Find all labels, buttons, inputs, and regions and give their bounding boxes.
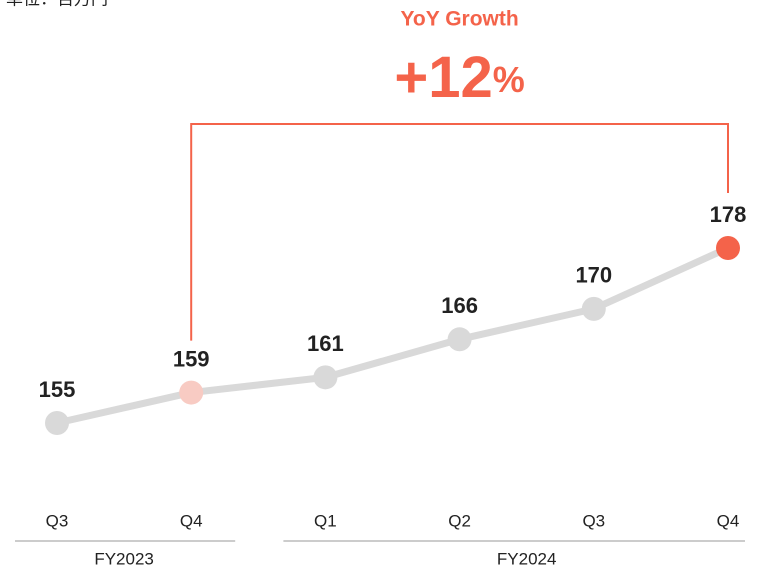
growth-number: +12	[394, 45, 492, 110]
group-label: FY2024	[497, 549, 557, 568]
data-label: 166	[441, 293, 478, 318]
line	[56, 244, 730, 427]
x-tick-label: Q2	[448, 511, 471, 530]
data-label: 170	[575, 263, 612, 288]
growth-value: +12%	[394, 45, 524, 110]
growth-title: YoY Growth	[400, 8, 518, 31]
point	[179, 380, 204, 405]
data-label: 178	[710, 202, 747, 227]
point	[581, 296, 606, 321]
x-tick-label: Q4	[180, 511, 203, 530]
growth-unit: %	[493, 59, 525, 100]
unit-note: 単位：百万円	[6, 0, 108, 8]
data-label: 155	[39, 377, 76, 402]
point	[45, 411, 69, 435]
point	[313, 365, 338, 390]
group-label: FY2023	[94, 549, 154, 568]
x-tick-label: Q3	[46, 511, 69, 530]
point	[716, 236, 740, 260]
x-tick-label: Q3	[582, 511, 605, 530]
data-label: 159	[173, 346, 210, 371]
x-tick-label: Q1	[314, 511, 337, 530]
growth-bracket	[190, 123, 729, 341]
data-label: 161	[307, 331, 344, 356]
x-tick-label: Q4	[717, 511, 740, 530]
point	[447, 327, 472, 352]
